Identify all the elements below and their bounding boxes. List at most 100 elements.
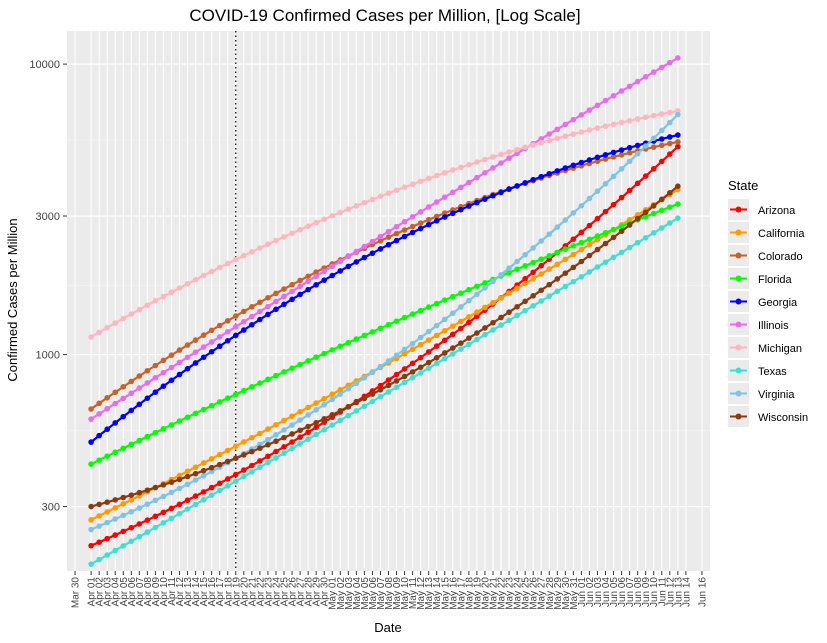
legend-key-point xyxy=(735,390,742,397)
legend-key-point xyxy=(735,298,742,305)
x-tick-label: Apr 21 xyxy=(247,577,258,607)
x-tick-label: May 01 xyxy=(328,577,339,610)
x-tick-label: Jun 01 xyxy=(577,577,588,607)
trend-line xyxy=(90,145,679,547)
legend-item-wisconsin: Wisconsin xyxy=(728,406,808,427)
legend-item-texas: Texas xyxy=(728,360,787,381)
x-tick-label: May 06 xyxy=(368,577,379,610)
legend: State Arizona California Colorado Florida Ge… xyxy=(728,178,808,427)
y-tick-label: 10000 xyxy=(29,59,60,71)
x-tick-label: May 03 xyxy=(344,577,355,610)
x-tick-label: May 10 xyxy=(400,577,411,610)
x-tick-label: Jun 12 xyxy=(665,577,676,607)
x-axis-title: Date xyxy=(374,620,401,635)
trend-line xyxy=(90,217,679,566)
x-tick-label: Apr 01 xyxy=(87,577,98,607)
trend-line xyxy=(90,185,679,508)
legend-key-point xyxy=(735,321,742,328)
trend-line xyxy=(90,188,679,521)
y-tick-label: 300 xyxy=(42,502,60,514)
x-tick-label: May 08 xyxy=(384,577,395,610)
y-axis: 300 1000 3000 10000 xyxy=(29,59,67,514)
x-tick-label: Apr 26 xyxy=(288,577,299,607)
x-tick-label: Apr 27 xyxy=(296,577,307,607)
legend-item-georgia: Georgia xyxy=(728,291,798,312)
legend-label: Wisconsin xyxy=(758,412,808,424)
x-tick-label: Jun 10 xyxy=(649,577,660,607)
y-axis-title: Confirmed Cases per Million xyxy=(5,218,20,381)
legend-key-point xyxy=(735,206,742,213)
series-group xyxy=(88,55,681,567)
legend-label: Illinois xyxy=(758,320,789,332)
legend-item-arizona: Arizona xyxy=(728,199,796,220)
trend-line xyxy=(90,57,679,421)
legend-key-point xyxy=(735,413,742,420)
legend-label: Georgia xyxy=(758,297,798,309)
x-tick-label: Apr 04 xyxy=(111,577,122,607)
x-tick-label: May 15 xyxy=(440,577,451,610)
legend-key-point xyxy=(735,229,742,236)
x-tick-label: Apr 12 xyxy=(175,577,186,607)
x-tick-label: May 25 xyxy=(521,577,532,610)
x-tick-label: Apr 03 xyxy=(103,577,114,607)
trend-line xyxy=(90,140,679,410)
x-tick-label: May 24 xyxy=(513,577,524,610)
legend-key-point xyxy=(735,275,742,282)
x-tick-label: Apr 15 xyxy=(199,577,210,607)
series-georgia xyxy=(88,132,681,445)
series-virginia xyxy=(88,111,681,533)
x-tick-label: May 22 xyxy=(497,577,508,610)
x-tick-label: Apr 05 xyxy=(119,577,130,607)
x-tick-label: Jun 09 xyxy=(641,577,652,607)
legend-title: State xyxy=(728,178,758,193)
x-tick-label: May 21 xyxy=(488,577,499,610)
x-tick-label: May 05 xyxy=(360,577,371,610)
legend-item-michigan: Michigan xyxy=(728,337,802,358)
grid-lines xyxy=(67,31,710,571)
legend-label: Michigan xyxy=(758,343,802,355)
legend-key-point xyxy=(735,367,742,374)
x-tick-label: Jun 06 xyxy=(617,577,628,607)
series-wisconsin xyxy=(88,183,681,510)
legend-label: Virginia xyxy=(758,389,795,401)
legend-label: California xyxy=(758,228,805,240)
x-tick-label: May 20 xyxy=(480,577,491,610)
x-tick-label: May 07 xyxy=(376,577,387,610)
x-tick-label: Apr 06 xyxy=(127,577,138,607)
legend-label: Colorado xyxy=(758,251,803,263)
x-tick-label: May 27 xyxy=(537,577,548,610)
series-michigan xyxy=(88,108,681,340)
x-tick-label: Apr 14 xyxy=(191,577,202,607)
x-tick-label: Jun 04 xyxy=(601,577,612,607)
legend-item-florida: Florida xyxy=(728,268,793,289)
x-tick-label: Jun 16 xyxy=(697,577,708,607)
legend-item-california: California xyxy=(728,222,805,243)
x-tick-label: May 12 xyxy=(416,577,427,610)
x-tick-label: Jun 03 xyxy=(593,577,604,607)
x-tick-label: May 17 xyxy=(456,577,467,610)
series-illinois xyxy=(88,55,681,422)
x-tick-label: Jun 14 xyxy=(681,577,692,607)
x-tick-label: Apr 22 xyxy=(255,577,266,607)
legend-item-virginia: Virginia xyxy=(728,383,795,404)
x-tick-label: May 02 xyxy=(336,577,347,610)
chart-title: COVID-19 Confirmed Cases per Million, [L… xyxy=(189,6,580,25)
y-tick-label: 3000 xyxy=(36,211,60,223)
x-tick-label: Jun 02 xyxy=(585,577,596,607)
legend-key-point xyxy=(735,344,742,351)
y-tick-label: 1000 xyxy=(36,350,60,362)
x-tick-label: Apr 29 xyxy=(312,577,323,607)
trend-line xyxy=(90,109,679,338)
x-tick-label: Apr 30 xyxy=(320,577,331,607)
x-tick-label: May 19 xyxy=(472,577,483,610)
x-tick-label: Apr 24 xyxy=(271,577,282,607)
x-tick-label: Apr 18 xyxy=(223,577,234,607)
x-tick-label: Apr 02 xyxy=(95,577,106,607)
x-tick-label: May 14 xyxy=(432,577,443,610)
x-tick-label: Jun 11 xyxy=(657,577,668,607)
x-tick-label: Apr 10 xyxy=(159,577,170,607)
x-tick-label: May 28 xyxy=(545,577,556,610)
x-tick-label: Apr 09 xyxy=(151,577,162,607)
